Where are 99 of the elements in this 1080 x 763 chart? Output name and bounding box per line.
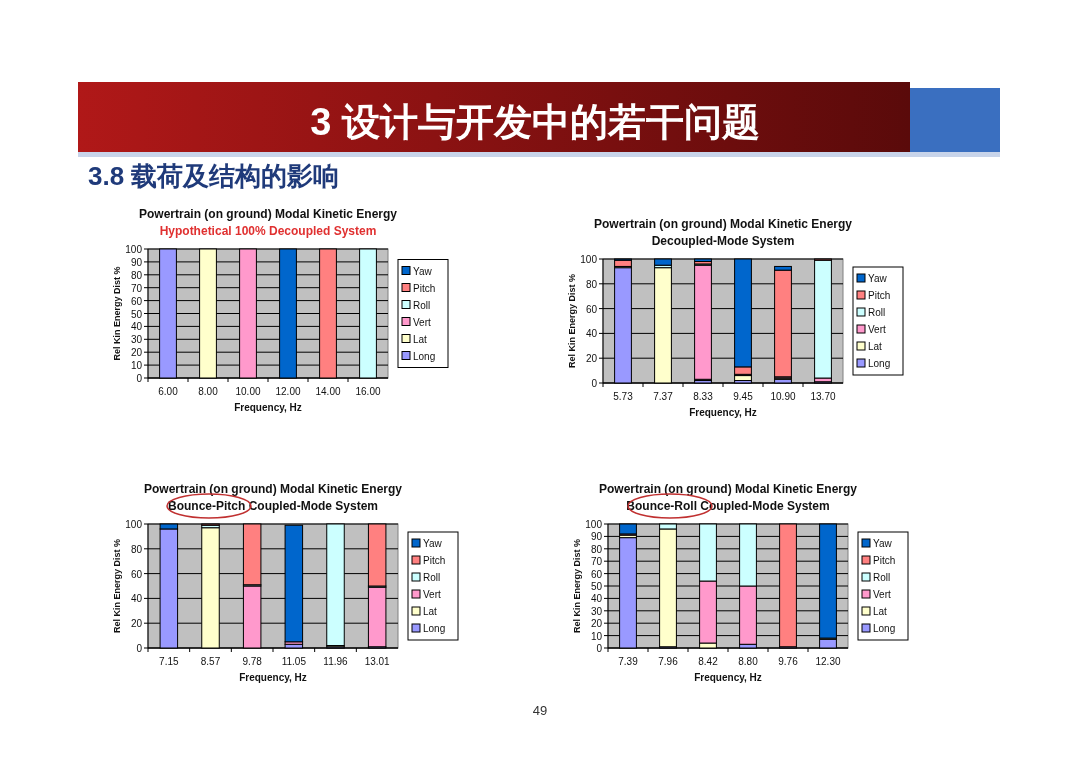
x-tick-label: 10.00 <box>235 386 261 397</box>
y-tick-label: 50 <box>130 308 143 320</box>
legend-label: Vert <box>873 589 892 600</box>
x-tick-label: 14.00 <box>315 386 341 397</box>
legend-label: Yaw <box>413 265 433 277</box>
y-tick-label: 100 <box>125 244 143 255</box>
y-tick-label: 80 <box>130 269 143 281</box>
y-tick-label: 40 <box>590 593 603 605</box>
y-tick-label: 20 <box>590 618 603 630</box>
y-tick-label: 30 <box>590 605 603 617</box>
y-tick-label: 90 <box>130 256 143 268</box>
chart-title: Powertrain (on ground) Modal Kinetic Energy <box>143 482 403 496</box>
y-tick-label: 90 <box>590 531 603 543</box>
y-tick-label: 20 <box>130 618 143 630</box>
x-tick-label: 7.15 <box>159 656 179 667</box>
x-tick-label: 8.57 <box>200 656 221 667</box>
legend-label: Long <box>413 350 436 362</box>
y-tick-label: 10 <box>590 630 603 642</box>
y-tick-label: 70 <box>130 282 143 294</box>
chart-title: Powertrain (on ground) Modal Kinetic Energy <box>593 217 853 231</box>
legend-label: Lat <box>423 606 438 617</box>
y-tick-label: 100 <box>585 519 603 530</box>
text: 3.8 载荷及结构的影响 <box>88 161 340 191</box>
legend-label: Roll <box>868 307 886 318</box>
x-tick-label: 7.39 <box>618 656 639 667</box>
y-tick-label: 20 <box>585 353 598 365</box>
x-tick-label: 8.33 <box>693 391 714 402</box>
x-tick-label: 12.30 <box>815 656 841 667</box>
x-tick-label: 5.73 <box>613 391 634 402</box>
x-tick-label: 7.96 <box>658 656 679 667</box>
y-tick-label: 70 <box>590 556 603 568</box>
x-tick-label: 9.45 <box>733 391 754 402</box>
y-axis-title: Rel Kin Energy Dist % <box>112 266 122 361</box>
legend-label: Roll <box>873 572 891 583</box>
y-tick-label: 0 <box>136 373 143 384</box>
y-axis-title: Rel Kin Energy Dist % <box>112 538 122 634</box>
y-tick-label: 60 <box>590 568 603 580</box>
legend-label: Vert <box>423 589 442 600</box>
x-tick-label: 8.80 <box>738 656 759 667</box>
y-tick-label: 100 <box>580 254 598 265</box>
y-tick-label: 60 <box>130 568 143 580</box>
x-axis-title: Frequency, Hz <box>234 402 302 413</box>
legend-label: Lat <box>868 341 883 352</box>
legend-label: Lat <box>413 333 428 345</box>
x-tick-label: 8.42 <box>698 656 719 667</box>
y-axis-title: Rel Kin Energy Dist % <box>567 273 577 369</box>
y-tick-label: 30 <box>130 334 143 346</box>
y-tick-label: 40 <box>130 593 143 605</box>
x-axis-title: Frequency, Hz <box>694 672 762 683</box>
x-axis-title: Frequency, Hz <box>239 672 307 683</box>
y-tick-label: 0 <box>591 378 598 389</box>
x-tick-label: 10.90 <box>770 391 796 402</box>
y-tick-label: 80 <box>590 543 603 555</box>
x-tick-label: 9.78 <box>242 656 263 667</box>
legend-label: Pitch <box>423 555 446 566</box>
y-axis-title: Rel Kin Energy Dist % <box>572 538 582 634</box>
x-tick-label: 6.00 <box>158 386 179 397</box>
x-tick-label: 11.05 <box>281 656 307 667</box>
y-tick-label: 10 <box>130 360 143 372</box>
x-tick-label: 16.00 <box>355 386 381 397</box>
y-tick-label: 50 <box>590 581 603 592</box>
legend-label: Roll <box>413 299 431 311</box>
legend-label: Roll <box>423 572 441 583</box>
y-tick-label: 100 <box>125 519 143 530</box>
x-tick-label: 9.76 <box>778 656 799 667</box>
y-tick-label: 80 <box>585 278 598 290</box>
legend-label: Vert <box>868 324 887 335</box>
x-axis-title: Frequency, Hz <box>689 407 757 418</box>
legend-label: Vert <box>413 316 432 328</box>
legend-label: Lat <box>873 606 888 617</box>
y-tick-label: 60 <box>585 303 598 315</box>
text: 3 设计与开发中的若干问题 <box>310 101 760 143</box>
legend-label: Long <box>423 623 446 634</box>
legend-label: Yaw <box>868 273 888 284</box>
legend-label: Pitch <box>413 282 436 294</box>
legend-label: Long <box>868 358 891 369</box>
text: 49 <box>532 703 548 718</box>
y-tick-label: 0 <box>596 643 603 654</box>
y-tick-label: 80 <box>130 543 143 555</box>
x-tick-label: 11.96 <box>323 656 349 667</box>
y-tick-label: 40 <box>585 328 598 340</box>
x-tick-label: 8.00 <box>198 386 219 397</box>
chart-title: Powertrain (on ground) Modal Kinetic Energy <box>138 207 398 221</box>
chart-title: Powertrain (on ground) Modal Kinetic Energy <box>598 482 858 496</box>
y-tick-label: 0 <box>136 643 143 654</box>
chart-subtitle: Hypothetical 100% Decoupled System <box>159 224 377 238</box>
y-tick-label: 20 <box>130 347 143 359</box>
y-tick-label: 60 <box>130 295 143 307</box>
x-tick-label: 12.00 <box>275 386 301 397</box>
x-tick-label: 7.37 <box>653 391 674 402</box>
y-tick-label: 40 <box>130 321 143 333</box>
chart-subtitle: Decoupled-Mode System <box>651 234 795 248</box>
x-tick-label: 13.70 <box>810 391 836 402</box>
legend-label: Long <box>873 623 896 634</box>
legend-label: Yaw <box>873 538 893 549</box>
legend-label: Pitch <box>868 290 891 301</box>
legend-label: Yaw <box>423 538 443 549</box>
x-tick-label: 13.01 <box>364 656 391 667</box>
legend-label: Pitch <box>873 555 896 566</box>
